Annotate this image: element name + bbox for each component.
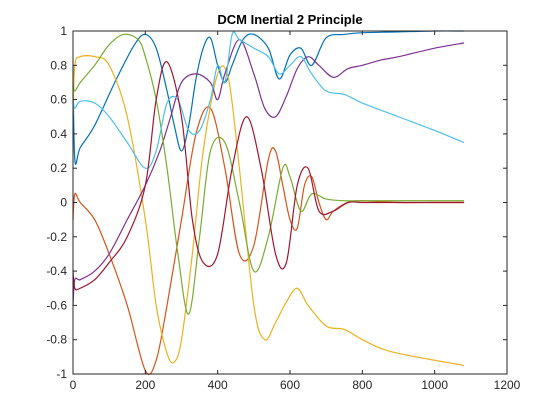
x-tick-label: 0 [70,378,77,392]
x-tick-label: 800 [352,378,372,392]
y-tick-label: -0.6 [46,298,67,312]
y-tick-label: 0.2 [50,161,67,175]
chart-title: DCM Inertial 2 Principle [217,12,362,27]
series-layer [72,30,465,375]
y-tick-label: 1 [60,24,67,38]
y-tick-label: 0.8 [50,58,67,72]
y-tick-label: 0.4 [50,127,67,141]
x-tick-label: 600 [280,378,300,392]
y-tick-label: 0.6 [50,93,67,107]
y-tick-label: 0 [60,196,67,210]
axes-layer: 0 200 400 600 800 1000 1200 -1 -0.8 -0.6 -0.4 -0.2 0… [46,24,520,392]
series-line-5 [72,33,465,315]
series-line-6 [72,31,465,169]
x-tick-label: 400 [208,378,228,392]
y-tick-label: -0.8 [46,333,67,347]
y-tick-label: -0.4 [46,264,67,278]
x-tick-label: 1000 [421,378,448,392]
y-tick-label: -0.2 [46,230,67,244]
x-tick-label: 1200 [494,378,521,392]
series-line-7 [72,61,465,291]
y-tick-label: -1 [56,367,67,381]
x-tick-label: 200 [135,378,155,392]
